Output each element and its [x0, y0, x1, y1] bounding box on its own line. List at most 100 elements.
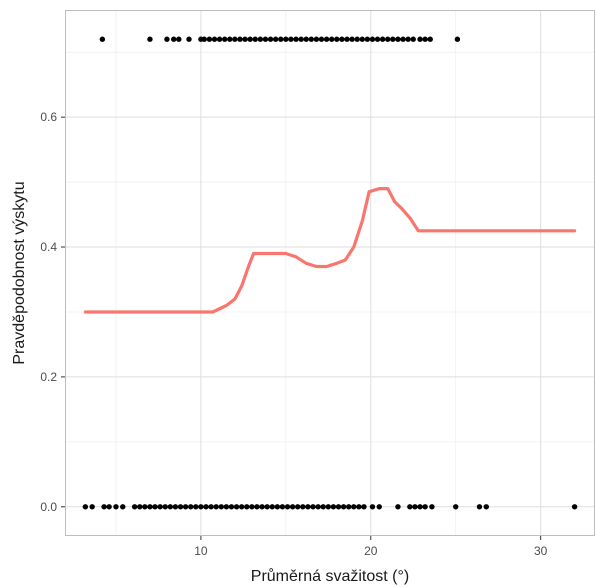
y-axis-ticks: 0.0 0.2 0.4 0.6 — [40, 110, 65, 514]
data-point — [341, 504, 346, 509]
data-point — [346, 504, 351, 509]
data-point — [417, 504, 422, 509]
data-point — [356, 504, 361, 509]
data-point — [224, 504, 229, 509]
data-point — [268, 37, 273, 42]
data-point — [411, 37, 416, 42]
data-point — [147, 37, 152, 42]
x-axis-ticks: 10 20 30 — [194, 536, 547, 558]
data-point — [208, 504, 213, 509]
data-point — [412, 504, 417, 509]
data-point — [258, 37, 263, 42]
data-point — [188, 504, 193, 509]
data-point — [227, 37, 232, 42]
data-point — [89, 504, 94, 509]
data-point — [253, 37, 258, 42]
y-tick-label: 0.0 — [40, 500, 57, 514]
data-point — [264, 504, 269, 509]
data-point — [324, 37, 329, 42]
data-point — [176, 37, 181, 42]
data-point — [259, 504, 264, 509]
data-point — [278, 37, 283, 42]
data-point — [321, 504, 326, 509]
data-point — [237, 37, 242, 42]
data-point — [171, 37, 176, 42]
x-axis-title: Průměrná svažitost (°) — [251, 567, 409, 585]
data-point — [319, 37, 324, 42]
data-point — [453, 504, 458, 509]
data-point — [298, 37, 303, 42]
data-point — [422, 504, 427, 509]
data-point — [395, 37, 400, 42]
data-point — [168, 504, 173, 509]
data-point — [305, 504, 310, 509]
data-point — [315, 504, 320, 509]
data-point — [193, 504, 198, 509]
y-tick-label: 0.6 — [40, 110, 57, 124]
data-point — [213, 504, 218, 509]
data-point — [304, 37, 309, 42]
data-point — [120, 504, 125, 509]
data-point — [339, 37, 344, 42]
data-point — [351, 504, 356, 509]
data-point — [400, 37, 405, 42]
data-point — [280, 504, 285, 509]
data-point — [207, 37, 212, 42]
data-point — [288, 37, 293, 42]
x-tick-label: 20 — [364, 544, 378, 558]
data-point — [212, 37, 217, 42]
data-point — [186, 37, 191, 42]
data-point — [283, 37, 288, 42]
data-point — [331, 504, 336, 509]
data-point — [202, 37, 207, 42]
data-point — [344, 37, 349, 42]
data-point — [106, 504, 111, 509]
data-point — [572, 504, 577, 509]
data-point — [178, 504, 183, 509]
data-point — [361, 504, 366, 509]
data-point — [300, 504, 305, 509]
data-point — [83, 504, 88, 509]
data-point — [217, 37, 222, 42]
data-point — [163, 504, 168, 509]
data-point — [293, 37, 298, 42]
data-point — [290, 504, 295, 509]
data-point — [354, 37, 359, 42]
data-point — [375, 37, 380, 42]
data-point — [242, 37, 247, 42]
y-axis-title: Pravděpodobnost výskytu — [11, 181, 28, 364]
data-point — [309, 37, 314, 42]
data-point — [273, 37, 278, 42]
data-point — [222, 37, 227, 42]
data-point — [164, 37, 169, 42]
data-point — [232, 37, 237, 42]
data-point — [395, 504, 400, 509]
data-point — [326, 504, 331, 509]
data-point — [429, 504, 434, 509]
data-point — [142, 504, 147, 509]
data-point — [336, 504, 341, 509]
data-point — [405, 37, 410, 42]
data-point — [100, 37, 105, 42]
data-point — [310, 504, 315, 509]
data-point — [229, 504, 234, 509]
data-point — [428, 37, 433, 42]
data-point — [370, 37, 375, 42]
data-point — [329, 37, 334, 42]
data-point — [239, 504, 244, 509]
data-point — [254, 504, 259, 509]
data-point — [360, 37, 365, 42]
data-point — [349, 37, 354, 42]
data-point — [314, 37, 319, 42]
data-point — [385, 37, 390, 42]
data-point — [370, 504, 375, 509]
data-point — [137, 504, 142, 509]
data-point — [234, 504, 239, 509]
data-point — [477, 504, 482, 509]
data-point — [203, 504, 208, 509]
data-point — [380, 37, 385, 42]
data-point — [275, 504, 280, 509]
data-point — [407, 504, 412, 509]
plot-background — [65, 10, 595, 536]
data-point — [198, 504, 203, 509]
